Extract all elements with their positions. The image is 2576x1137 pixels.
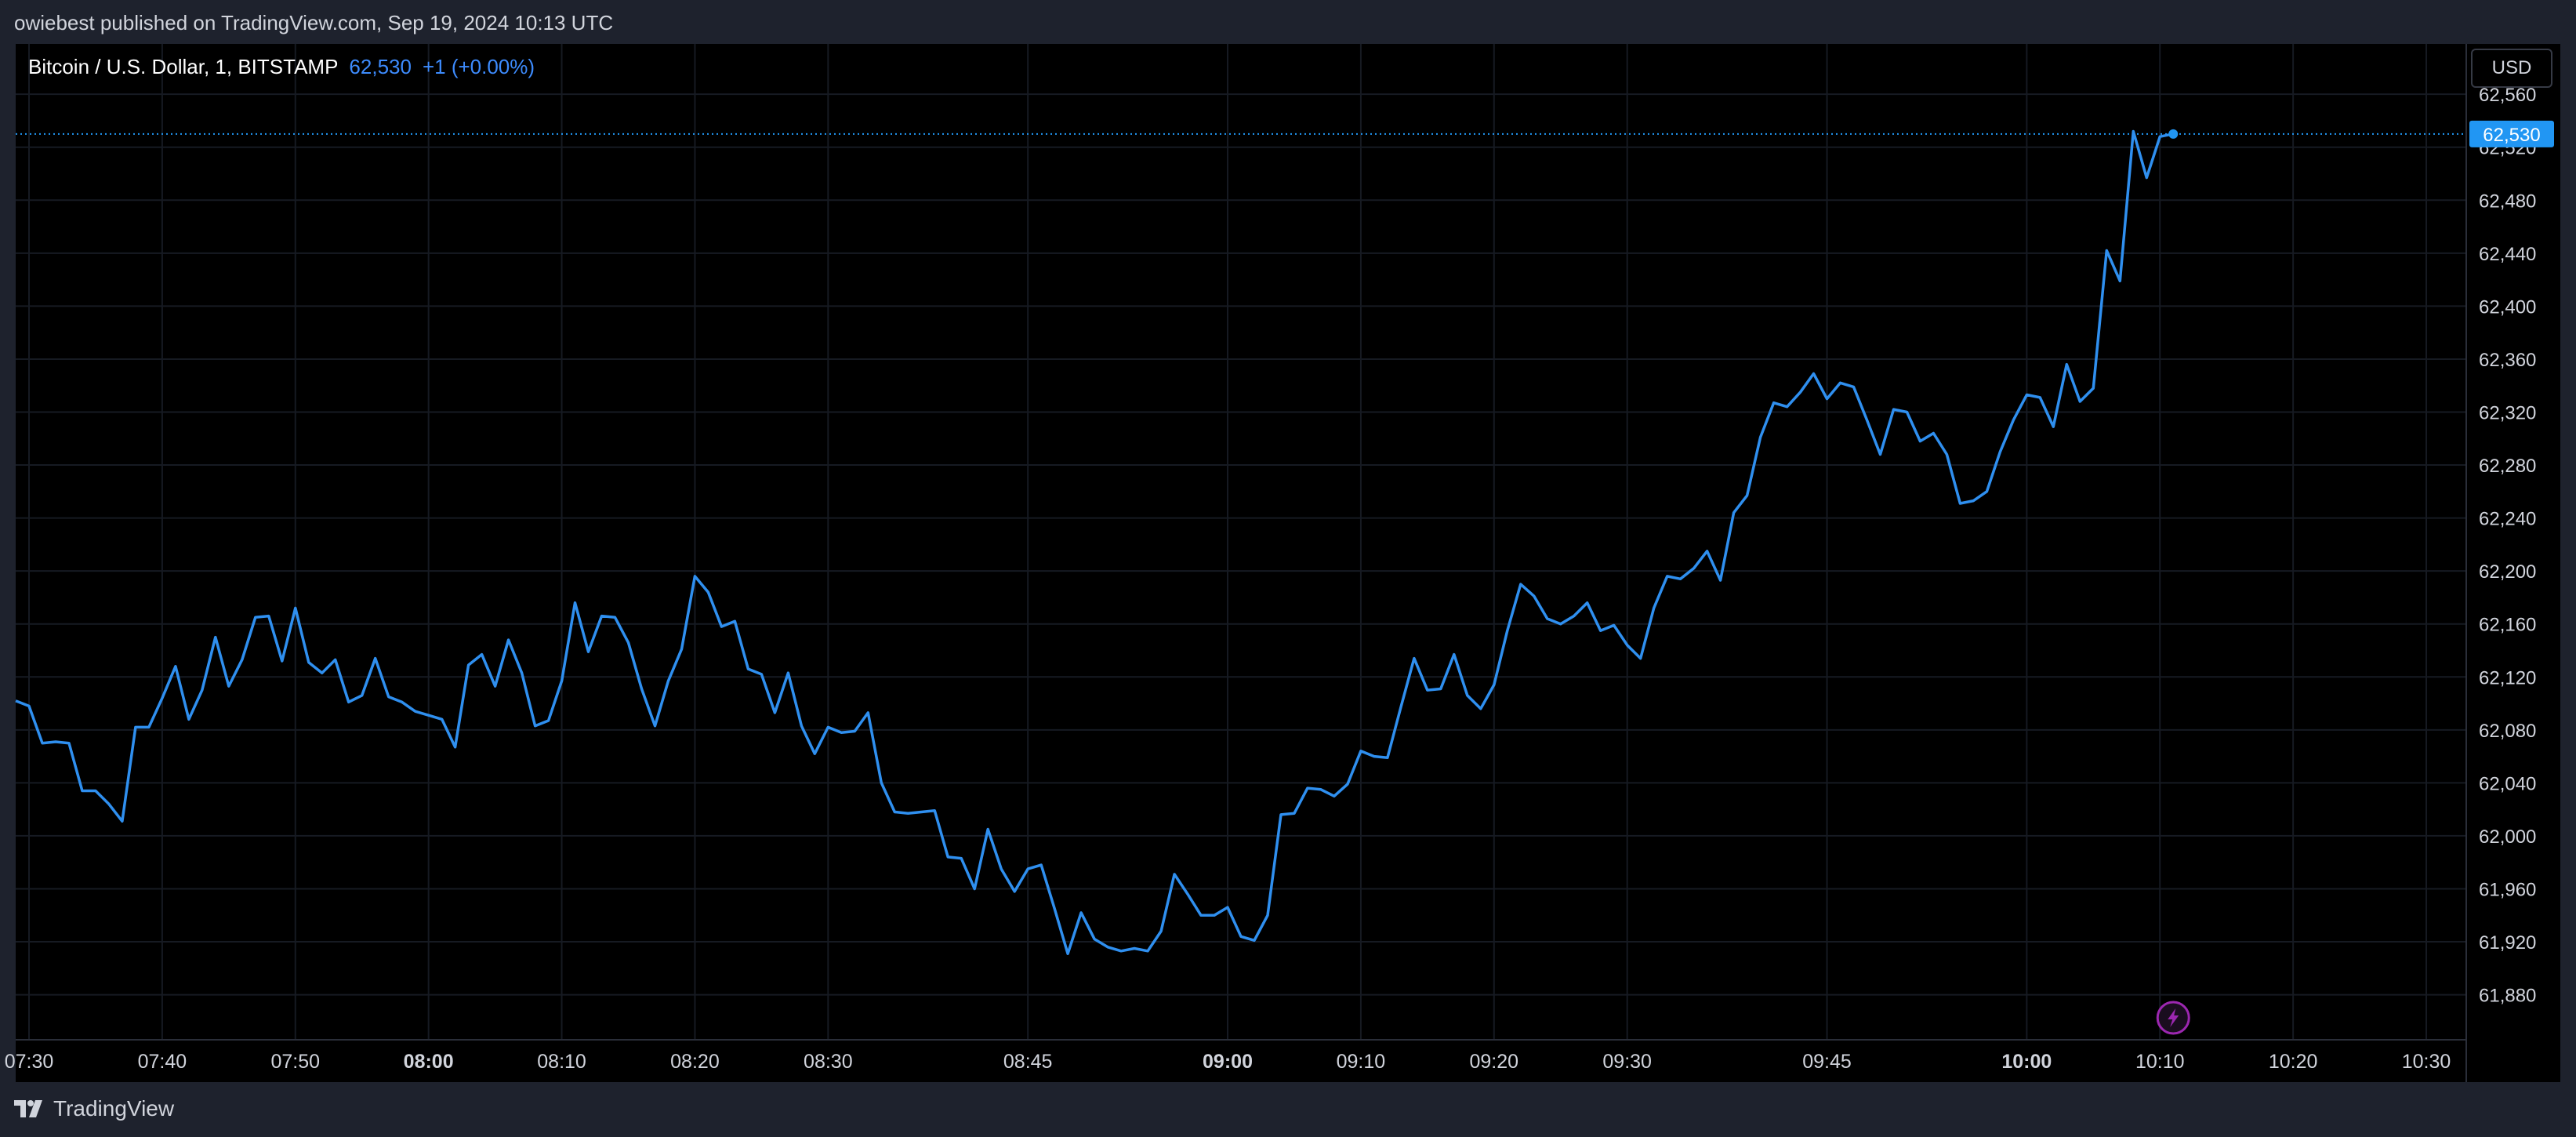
time-tick-label: 08:00	[404, 1051, 454, 1073]
time-axis[interactable]	[16, 1040, 2466, 1082]
price-tick-label: 62,120	[2479, 667, 2536, 688]
price-tick-label: 62,400	[2479, 296, 2536, 318]
lightning-icon	[2156, 1001, 2190, 1035]
time-tick-label: 08:45	[1003, 1051, 1053, 1073]
price-tick-label: 61,920	[2479, 932, 2536, 954]
legend-symbol: Bitcoin / U.S. Dollar, 1, BITSTAMP	[28, 55, 339, 78]
time-tick-label: 10:10	[2135, 1051, 2185, 1073]
time-tick-label: 08:10	[537, 1051, 586, 1073]
price-tick-label: 61,960	[2479, 879, 2536, 900]
time-tick-label: 07:40	[138, 1051, 187, 1073]
price-tick-label: 62,240	[2479, 509, 2536, 530]
price-axis[interactable]	[2466, 44, 2560, 1082]
price-tick-label: 62,360	[2479, 350, 2536, 371]
currency-button[interactable]: USD	[2471, 49, 2552, 88]
price-tick-label: 62,200	[2479, 561, 2536, 583]
current-price-tag	[2469, 120, 2554, 147]
time-tick-label: 10:00	[2001, 1051, 2052, 1073]
time-tick-label: 10:20	[2269, 1051, 2318, 1073]
time-tick-label: 09:45	[1802, 1051, 1852, 1073]
time-tick-label: 09:30	[1602, 1051, 1652, 1073]
price-tick-label: 62,480	[2479, 191, 2536, 212]
time-tick-label: 09:20	[1470, 1051, 1519, 1073]
chart-pane[interactable]	[16, 44, 2466, 1040]
top-bar: owiebest published on TradingView.com, S…	[0, 0, 2576, 44]
price-tick-label: 62,560	[2479, 85, 2536, 106]
brand-logo[interactable]: TradingView	[14, 1096, 174, 1121]
price-tick-label: 62,040	[2479, 773, 2536, 794]
price-tick-label: 62,080	[2479, 721, 2536, 742]
series-legend: Bitcoin / U.S. Dollar, 1, BITSTAMP 62,53…	[28, 55, 535, 79]
current-price-label: 62,530	[2483, 125, 2540, 146]
tradingview-logo-icon	[14, 1100, 42, 1117]
price-tick-label: 62,440	[2479, 244, 2536, 265]
price-tick-label: 62,000	[2479, 826, 2536, 848]
time-tick-label: 10:30	[2402, 1051, 2451, 1073]
time-tick-label: 07:50	[270, 1051, 320, 1073]
publisher-text: owiebest published on TradingView.com, S…	[14, 11, 614, 35]
legend-last-price: 62,530	[349, 55, 412, 78]
time-tick-label: 07:30	[5, 1051, 54, 1073]
time-tick-label: 09:10	[1337, 1051, 1386, 1073]
brand-name: TradingView	[53, 1096, 175, 1121]
price-tick-label: 61,880	[2479, 986, 2536, 1007]
price-tick-label: 62,320	[2479, 402, 2536, 423]
time-tick-label: 08:20	[670, 1051, 720, 1073]
price-tick-label: 62,160	[2479, 615, 2536, 636]
legend-change: +1 (+0.00%)	[422, 55, 535, 78]
price-tick-label: 62,280	[2479, 456, 2536, 477]
price-series-line	[15, 129, 2174, 955]
last-price-point	[2168, 129, 2179, 139]
time-tick-label: 08:30	[804, 1051, 853, 1073]
time-tick-label: 09:00	[1203, 1051, 1253, 1073]
bottom-bar	[0, 1082, 2576, 1137]
